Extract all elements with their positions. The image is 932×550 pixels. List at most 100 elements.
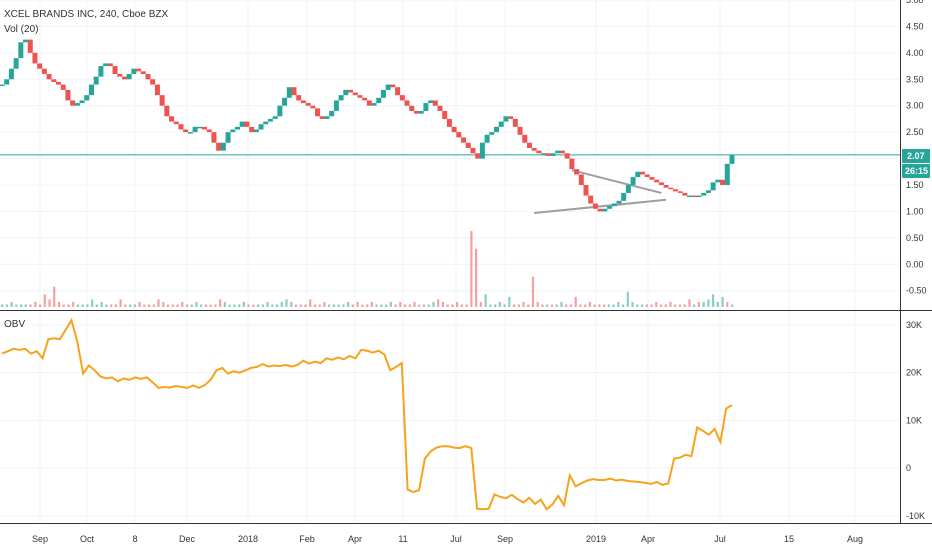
volume-bar (731, 304, 734, 307)
candle (169, 116, 175, 122)
volume-bar (702, 301, 705, 307)
candle (616, 200, 622, 204)
trendline-lower[interactable] (534, 198, 667, 215)
price-tick-label: 0.00 (906, 259, 924, 269)
volume-bar (252, 304, 255, 307)
volume-bar (138, 301, 141, 307)
volume-bar (598, 304, 601, 307)
time-tick-label: 11 (398, 534, 407, 544)
candle (357, 95, 363, 98)
volume-bar (332, 304, 336, 307)
candle (183, 129, 189, 133)
obv-axis[interactable]: 30K 20K 10K 0 -10K (906, 320, 925, 521)
volume-bar (517, 304, 520, 307)
volume-bar (347, 301, 350, 307)
chart-title: XCEL BRANDS INC, 240, Cboe BZX (4, 9, 168, 20)
candle (329, 111, 335, 117)
volume-bar (422, 304, 426, 307)
candle (380, 89, 386, 98)
grid-lines (0, 0, 900, 523)
candle (211, 132, 217, 143)
candle (489, 132, 495, 135)
price-tick-label: 3.50 (906, 74, 924, 84)
volume-bar (204, 304, 208, 307)
volume-bar (531, 276, 535, 307)
volume-bar (522, 301, 525, 307)
volume-bar (617, 301, 620, 307)
volume-bar (351, 304, 354, 307)
volume-bar (460, 304, 464, 307)
candle (8, 68, 14, 80)
volume-bar (119, 299, 122, 307)
candle (522, 134, 528, 143)
volume-bar (81, 304, 84, 307)
candle (687, 195, 693, 198)
volume-bar (626, 291, 629, 307)
candle (348, 89, 354, 93)
volume-bar (299, 304, 302, 307)
candle (555, 150, 561, 154)
candle (206, 129, 212, 133)
candle (442, 111, 448, 119)
volume-bar (43, 294, 46, 307)
candle (202, 126, 208, 130)
volume-bar (574, 296, 577, 307)
volume-bar (323, 301, 326, 307)
volume-bar (166, 304, 170, 307)
price-axis[interactable]: 5.004.504.003.503.002.502.001.501.000.50… (906, 0, 927, 296)
volume-bar (242, 301, 245, 307)
volume-bar (1, 304, 4, 307)
candle (404, 100, 410, 106)
volume-bar (389, 301, 392, 307)
volume-bar (53, 286, 56, 307)
volume-bar (655, 301, 658, 307)
volume-bar (579, 304, 582, 307)
volume-bar (527, 304, 530, 307)
candle (244, 121, 250, 127)
volume-bar (603, 304, 606, 307)
candle (159, 95, 165, 106)
candle (263, 121, 269, 125)
candle (282, 97, 288, 106)
time-tick-label: 8 (132, 534, 137, 544)
candle (668, 187, 674, 190)
volume-bar (228, 304, 231, 307)
candle (437, 105, 443, 111)
volume-bar (152, 304, 155, 307)
volume-bar (290, 301, 293, 307)
candle (498, 121, 504, 127)
volume-bar (147, 304, 151, 307)
volume-bar (451, 304, 454, 307)
candle (479, 142, 485, 159)
volume-bar (342, 304, 345, 307)
candle (649, 177, 655, 180)
volume-bar (726, 301, 729, 307)
candle (136, 68, 142, 72)
candle (611, 203, 617, 207)
volume-label: Vol (20) (4, 24, 38, 35)
time-axis[interactable]: Sep Oct 8 Dec 2018 Feb Apr 11 Jul Sep 2019 Apr Jul 15… (32, 534, 863, 544)
candle (494, 126, 500, 133)
time-tick-label: 2019 (586, 534, 606, 544)
candle (338, 95, 344, 101)
volume-bar (38, 304, 42, 307)
candle (654, 179, 660, 183)
volume-bar (24, 304, 27, 307)
candle (640, 171, 646, 175)
volume-bar (593, 304, 596, 307)
volume-bar (498, 301, 501, 307)
volume-bar (105, 304, 108, 307)
trendline-upper[interactable] (571, 169, 662, 194)
last-price-badge (902, 149, 930, 163)
time-tick-label: Feb (299, 534, 315, 544)
volume-bar (674, 304, 677, 307)
volume-bar (219, 299, 222, 307)
candle (230, 129, 236, 133)
candle (23, 39, 29, 43)
candle (51, 79, 57, 82)
price-tick-label: 4.00 (906, 48, 924, 58)
volume-bar (91, 299, 94, 307)
candle (258, 124, 264, 130)
trendlines[interactable] (534, 169, 667, 215)
